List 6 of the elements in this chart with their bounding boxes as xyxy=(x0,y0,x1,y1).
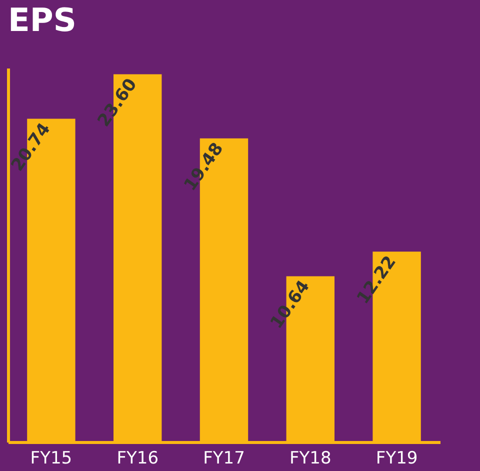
x-tick-label: FY19 xyxy=(376,448,418,468)
x-tick-label: FY15 xyxy=(30,448,72,468)
chart-title: EPS xyxy=(8,1,76,39)
x-tick-label: FY18 xyxy=(290,448,332,468)
x-tick-label: FY17 xyxy=(203,448,245,468)
x-tick-label: FY16 xyxy=(116,448,158,468)
